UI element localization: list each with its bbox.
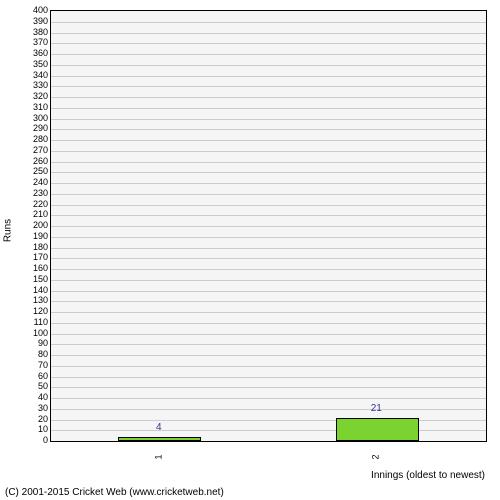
ytick-label: 390	[24, 16, 48, 26]
ytick-label: 180	[24, 242, 48, 252]
ytick-label: 20	[24, 414, 48, 424]
ytick-label: 100	[24, 328, 48, 338]
gridline	[51, 226, 486, 227]
gridline	[51, 323, 486, 324]
ytick-label: 210	[24, 209, 48, 219]
ytick-label: 240	[24, 177, 48, 187]
gridline	[51, 387, 486, 388]
ytick-label: 330	[24, 80, 48, 90]
ytick-label: 60	[24, 371, 48, 381]
ytick-label: 160	[24, 263, 48, 273]
gridline	[51, 248, 486, 249]
ytick-label: 320	[24, 91, 48, 101]
ytick-label: 120	[24, 306, 48, 316]
gridline	[51, 355, 486, 356]
ytick-label: 110	[24, 317, 48, 327]
copyright-text: (C) 2001-2015 Cricket Web (www.cricketwe…	[5, 487, 224, 498]
gridline	[51, 54, 486, 55]
ytick-label: 270	[24, 145, 48, 155]
ytick-label: 350	[24, 59, 48, 69]
ytick-label: 30	[24, 403, 48, 413]
ytick-label: 170	[24, 252, 48, 262]
gridline	[51, 33, 486, 34]
plot-area	[50, 10, 487, 442]
ytick-label: 260	[24, 156, 48, 166]
gridline	[51, 409, 486, 410]
ytick-label: 10	[24, 424, 48, 434]
ytick-label: 130	[24, 295, 48, 305]
ytick-label: 70	[24, 360, 48, 370]
ytick-label: 380	[24, 27, 48, 37]
gridline	[51, 151, 486, 152]
gridline	[51, 43, 486, 44]
bar	[336, 418, 419, 441]
ytick-label: 90	[24, 338, 48, 348]
gridline	[51, 280, 486, 281]
gridline	[51, 140, 486, 141]
gridline	[51, 398, 486, 399]
ytick-label: 340	[24, 70, 48, 80]
ytick-label: 400	[24, 5, 48, 15]
gridline	[51, 344, 486, 345]
gridline	[51, 22, 486, 23]
ytick-label: 40	[24, 392, 48, 402]
ytick-label: 230	[24, 188, 48, 198]
gridline	[51, 172, 486, 173]
gridline	[51, 194, 486, 195]
ytick-label: 200	[24, 220, 48, 230]
gridline	[51, 129, 486, 130]
gridline	[51, 215, 486, 216]
ytick-label: 150	[24, 274, 48, 284]
ytick-label: 280	[24, 134, 48, 144]
bar-value-label: 4	[156, 422, 162, 433]
gridline	[51, 334, 486, 335]
ytick-label: 220	[24, 199, 48, 209]
ytick-label: 140	[24, 285, 48, 295]
chart-container: Runs Innings (oldest to newest) (C) 2001…	[0, 0, 500, 500]
gridline	[51, 366, 486, 367]
gridline	[51, 97, 486, 98]
ytick-label: 250	[24, 166, 48, 176]
gridline	[51, 65, 486, 66]
gridline	[51, 377, 486, 378]
gridline	[51, 291, 486, 292]
gridline	[51, 301, 486, 302]
gridline	[51, 205, 486, 206]
ytick-label: 370	[24, 37, 48, 47]
bar-value-label: 21	[371, 403, 382, 414]
gridline	[51, 258, 486, 259]
ytick-label: 360	[24, 48, 48, 58]
xtick-label: 2	[371, 454, 381, 459]
gridline	[51, 269, 486, 270]
xtick-label: 1	[153, 454, 163, 459]
ytick-label: 80	[24, 349, 48, 359]
gridline	[51, 420, 486, 421]
ytick-label: 0	[24, 435, 48, 445]
ytick-label: 290	[24, 123, 48, 133]
gridline	[51, 119, 486, 120]
gridline	[51, 108, 486, 109]
ytick-label: 190	[24, 231, 48, 241]
x-axis-label: Innings (oldest to newest)	[371, 470, 485, 481]
gridline	[51, 162, 486, 163]
ytick-label: 50	[24, 381, 48, 391]
gridline	[51, 76, 486, 77]
ytick-label: 300	[24, 113, 48, 123]
gridline	[51, 237, 486, 238]
gridline	[51, 183, 486, 184]
gridline	[51, 312, 486, 313]
gridline	[51, 430, 486, 431]
bar	[118, 437, 201, 441]
ytick-label: 310	[24, 102, 48, 112]
gridline	[51, 86, 486, 87]
y-axis-label: Runs	[3, 219, 14, 242]
